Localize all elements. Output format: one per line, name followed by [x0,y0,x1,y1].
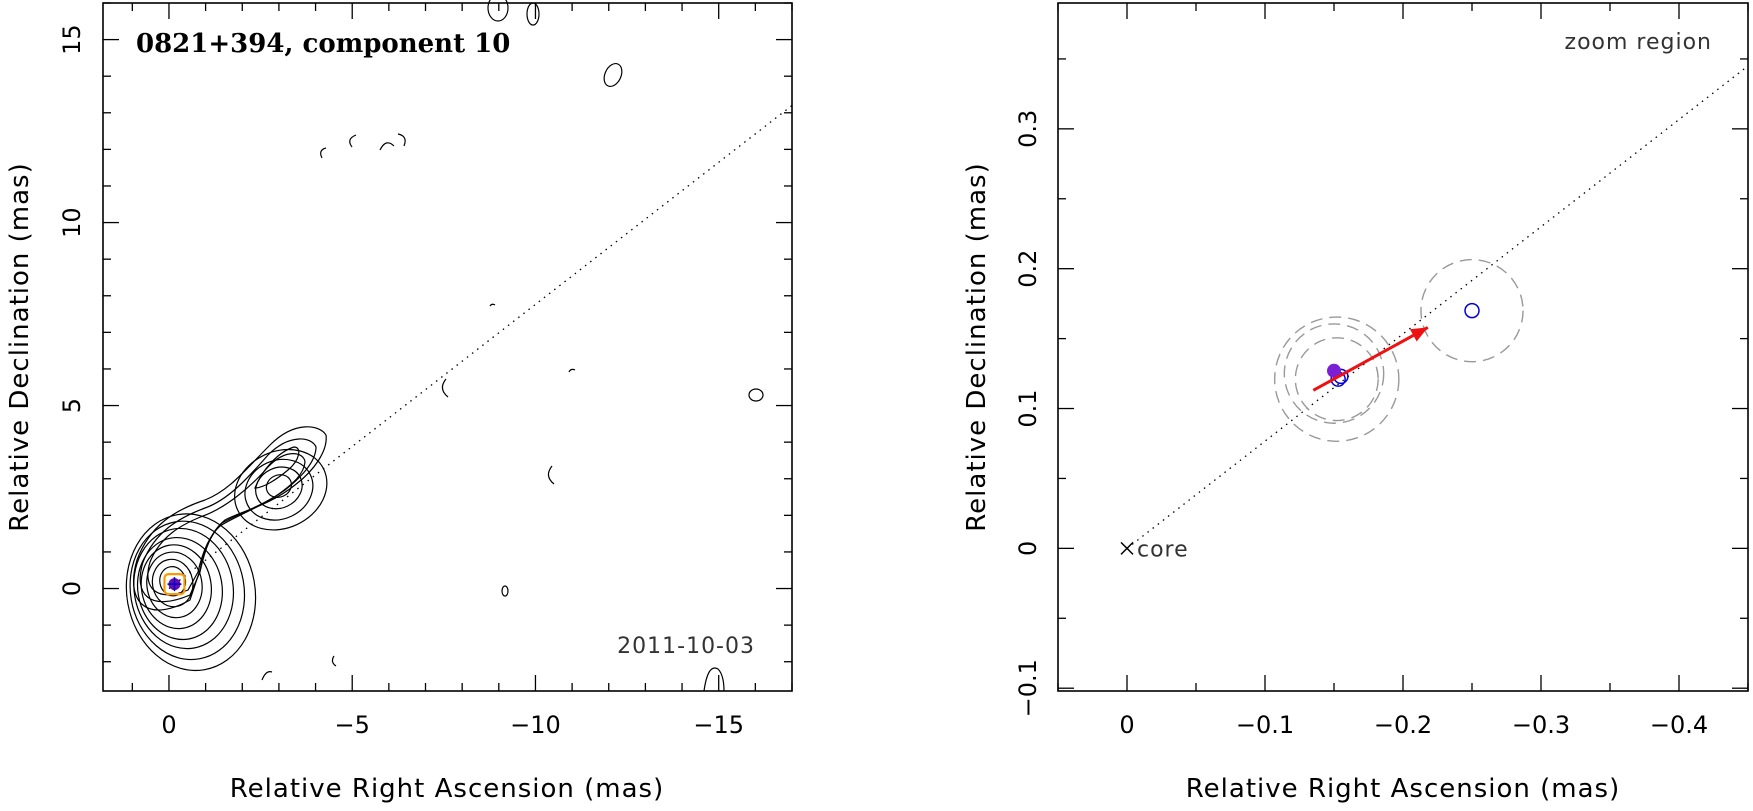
y-tick-label: 0 [1014,541,1042,556]
error-circles [1273,258,1524,442]
knot-contour [234,448,328,531]
x-tick-label: −10 [510,711,561,739]
knot-contour [265,474,293,498]
noise-contour [703,667,725,692]
x-tick-label: −0.3 [1512,711,1570,739]
panel-title: 0821+394, component 10 [136,29,510,59]
core-cross-b [1120,541,1134,555]
left-panel-contour-map: 0 −5 −10 −15 0 5 10 15 0821+394, component 10 2… [5,0,793,804]
noise-contour [501,585,509,597]
error-circle [1283,323,1385,424]
y-axis-label: Relative Declination (mas) [962,162,992,531]
y-tick-label: 15 [58,24,86,55]
open-position-point [1464,302,1480,319]
right-panel-zoom: core 0 −0.1 −0.2 −0.3 −0.4 −0.1 0 0.1 0.2 0.3 zoo… [962,2,1749,804]
x-axis-label: Relative Right Ascension (mas) [1186,774,1620,804]
x-tick-label: −0.1 [1236,711,1294,739]
jet-direction-line [1126,65,1749,549]
jet-envelope-contour [147,453,306,596]
x-tick-label: −0.2 [1374,711,1432,739]
x-tick-label: −0.4 [1650,711,1708,739]
core-contour [136,536,224,641]
noise-contour [489,303,496,307]
y-axis-label: Relative Declination (mas) [5,162,35,531]
noise-contour [568,368,576,373]
observation-date: 2011-10-03 [617,634,755,659]
error-circle [1273,316,1400,442]
contour-group [125,426,328,672]
core-contour [129,520,246,661]
noise-contour [331,655,337,667]
core-marker: core [1120,537,1189,562]
arrow-shaft [1312,326,1429,392]
right-axis-ticks: 0 −0.1 −0.2 −0.3 −0.4 −0.1 0 0.1 0.2 0.3 [1014,3,1749,739]
x-axis-label: Relative Right Ascension (mas) [230,774,664,804]
jet-envelope-contour [133,426,327,611]
filled-position-point [1327,363,1341,378]
x-tick-label: 0 [161,711,176,739]
y-tick-label: 5 [58,398,86,413]
y-tick-label: 10 [58,207,86,238]
noise-contour [603,63,623,87]
noise-contour [349,134,357,148]
core-contour [151,558,194,608]
core-label: core [1137,537,1189,562]
error-circle [1294,337,1379,422]
core-contour [140,544,212,630]
noise-contours [261,0,764,692]
y-tick-label: 0.3 [1014,110,1042,148]
x-tick-label: 0 [1119,711,1134,739]
jet-envelope-contour [139,438,317,603]
knot-contour [255,466,303,510]
knot-contour [244,458,314,521]
component-positions [1327,302,1480,387]
y-tick-label: 0.2 [1014,250,1042,288]
y-tick-label: −0.1 [1014,659,1042,717]
core-contour [133,527,235,650]
x-tick-label: −5 [335,711,370,739]
y-tick-label: 0.1 [1014,389,1042,427]
core-contour [146,551,203,619]
component-highlight-box [163,573,186,596]
right-plot-frame [1057,2,1749,692]
noise-contour [320,147,327,159]
left-plot-frame [102,2,793,692]
jet-envelope-contour [254,446,300,489]
noise-contour [379,133,406,151]
noise-contour [526,2,540,26]
error-circle [1420,258,1524,363]
noise-contour [748,388,764,402]
noise-contour [261,671,273,681]
jet-direction-line [168,104,793,590]
zoom-region-label: zoom region [1565,30,1712,55]
y-tick-label: 0 [58,581,86,596]
noise-contour [441,378,449,398]
motion-arrow [1312,326,1429,392]
noise-contour [487,0,509,22]
x-tick-label: −15 [693,711,744,739]
component-marker [163,573,186,596]
core-contour [125,513,257,672]
left-axis-ticks: 0 −5 −10 −15 0 5 10 15 [58,2,793,739]
arrow-head [1409,327,1428,342]
noise-contour [547,465,555,485]
